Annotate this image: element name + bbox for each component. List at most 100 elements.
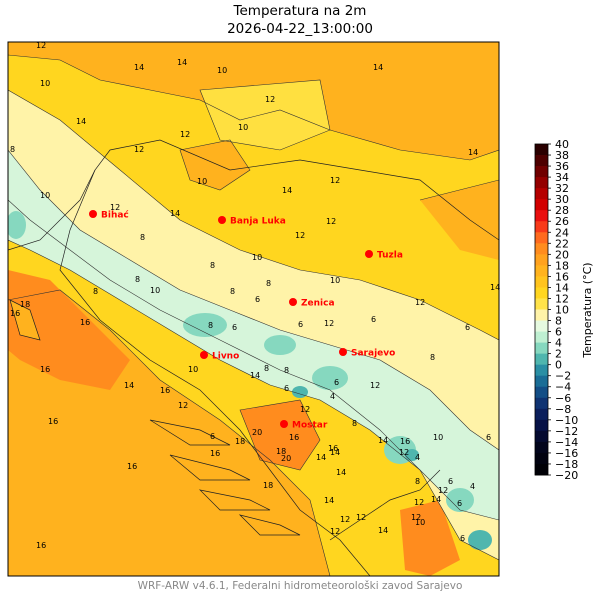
colorbar-tick-label: 38 [555, 149, 569, 162]
contour-label: 16 [400, 437, 410, 446]
colorbar-tick-label: −6 [555, 392, 571, 405]
contour-label: 10 [252, 253, 262, 262]
contour-label: 12 [330, 527, 340, 536]
city-label: Zenica [301, 299, 335, 309]
islands [9, 299, 301, 536]
temp-field-6-a [183, 313, 227, 337]
colorbar-tick-label: 12 [555, 292, 569, 305]
contour-label: 14 [373, 63, 383, 72]
colorbar-swatches [535, 144, 548, 476]
colorbar-swatch [535, 408, 548, 421]
contour-label: 14 [282, 186, 292, 195]
contour-label: 12 [134, 145, 144, 154]
contour-label: 14 [316, 453, 326, 462]
colorbar-tick-label: 30 [555, 193, 569, 206]
city-marker [280, 420, 288, 428]
contour-label: 10 [238, 123, 248, 132]
temp-field-20-south [400, 500, 460, 576]
temp-field-4-d [405, 449, 419, 461]
contour-label: 6 [371, 315, 376, 324]
colorbar-swatch [535, 375, 548, 388]
contour-label: 8 [352, 419, 357, 428]
temp-field-16-patch [180, 140, 250, 190]
colorbar-tick-label: 22 [555, 237, 569, 250]
temp-field-6-b [264, 335, 296, 355]
colorbar-tick-label: 14 [555, 281, 569, 294]
contour-label: 16 [10, 309, 20, 318]
contour-label: 16 [328, 444, 338, 453]
city-label: Tuzla [377, 251, 403, 261]
colorbar-swatch [535, 287, 548, 299]
contour-label: 20 [281, 454, 291, 463]
colorbar-tick-label: 10 [555, 304, 569, 317]
contour-label: 16 [210, 449, 220, 458]
contour-labels: 1214141010121412141410108101214121210812… [10, 41, 500, 550]
contour-label: 18 [263, 481, 273, 490]
contour-label: 8 [266, 279, 271, 288]
temp-field-16-east [420, 180, 499, 260]
contour-label: 16 [80, 318, 90, 327]
contour-label: 6 [210, 432, 215, 441]
contour-label: 8 [93, 287, 98, 296]
contour-label: 6 [255, 295, 260, 304]
contour-label: 12 [330, 176, 340, 185]
contour-label: 14 [378, 436, 388, 445]
colorbar-ticks: 4038363432302826242220181614121086420−2−… [548, 138, 578, 482]
contour-label: 10 [40, 191, 50, 200]
colorbar-swatch [535, 188, 548, 200]
colorbar-tick-label: 18 [555, 259, 569, 272]
temp-field-20-mostar [240, 400, 320, 470]
colorbar-tick-label: 32 [555, 182, 569, 195]
contour-label: 14 [378, 526, 388, 535]
colorbar-swatch [535, 364, 548, 377]
contour-label: 18 [20, 300, 30, 309]
contour-label: 8 [208, 321, 213, 330]
colorbar-swatch [535, 320, 548, 332]
colorbar-tick-label: 40 [555, 138, 569, 151]
contour-label: 20 [252, 428, 262, 437]
colorbar-swatch [535, 155, 548, 167]
colorbar-swatch [535, 166, 548, 178]
contour-label: 14 [336, 468, 346, 477]
contour-label: 6 [486, 433, 491, 442]
colorbar-tick-label: −14 [555, 436, 578, 449]
contour-label: 12 [180, 130, 190, 139]
contour-label: 14 [324, 496, 334, 505]
contour-label: 6 [232, 323, 237, 332]
colorbar-swatch [535, 298, 548, 310]
contour-label: 12 [36, 41, 46, 50]
city-biha-: Bihać [89, 210, 129, 221]
contour-label: 6 [457, 499, 462, 508]
colorbar-tick-label: 16 [555, 270, 569, 283]
colorbar-tick-label: 20 [555, 248, 569, 261]
contour-label: 14 [330, 448, 340, 457]
colorbar-tick-label: 4 [555, 337, 562, 350]
contour-label: 14 [468, 148, 478, 157]
contour-label: 12 [414, 498, 424, 507]
country-borders [8, 139, 499, 576]
contour-label: 10 [40, 79, 50, 88]
colorbar-tick-label: 28 [555, 204, 569, 217]
map-title: Temperatura na 2m 2026-04-22_13:00:00 [0, 2, 600, 38]
city-livno: Livno [200, 351, 239, 362]
colorbar-swatch [535, 232, 548, 244]
contour-label: 6 [298, 320, 303, 329]
colorbar-tick-label: 8 [555, 315, 562, 328]
colorbar-tick-label: −8 [555, 403, 571, 416]
colorbar-tick-label: 36 [555, 160, 569, 173]
colorbar-swatch [535, 265, 548, 277]
city-label: Sarajevo [351, 349, 395, 359]
colorbar-swatch [535, 419, 548, 432]
contour-label: 14 [431, 495, 441, 504]
city-marker [89, 210, 97, 218]
colorbar-tick-label: 34 [555, 171, 569, 184]
contour-label: 14 [76, 117, 86, 126]
colorbar-tick-label: 2 [555, 348, 562, 361]
colorbar-tick-label: −2 [555, 370, 571, 383]
contour-label: 6 [284, 384, 289, 393]
contour-label: 12 [110, 203, 120, 212]
colorbar-label: Temperatura (°C) [581, 262, 594, 358]
city-marker [339, 348, 347, 356]
city-marker [218, 216, 226, 224]
contour-label: 16 [160, 386, 170, 395]
